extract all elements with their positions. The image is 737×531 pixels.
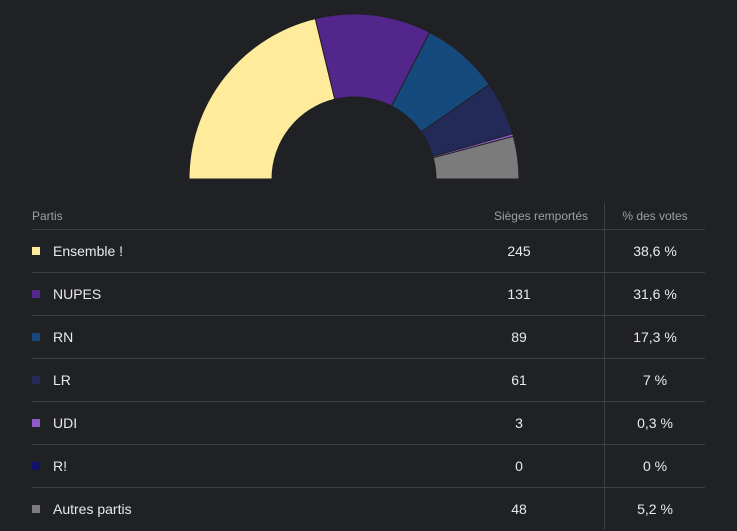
party-name: R! xyxy=(53,458,67,474)
votes-cell: 17,3 % xyxy=(604,315,705,359)
party-cell: R! xyxy=(32,444,434,488)
party-cell: UDI xyxy=(32,401,434,445)
seats-cell: 48 xyxy=(434,487,605,530)
votes-cell: 38,6 % xyxy=(604,229,705,273)
party-name: Ensemble ! xyxy=(53,243,124,259)
votes-cell: 5,2 % xyxy=(637,501,673,517)
slice-autres-partis xyxy=(432,135,520,180)
seats-cell: 61 xyxy=(434,358,605,402)
seats-cell: 89 xyxy=(434,315,605,359)
seats-cell: 131 xyxy=(434,272,605,316)
legend-swatch xyxy=(32,333,40,342)
party-name: LR xyxy=(53,372,71,388)
party-cell: RN xyxy=(32,315,434,359)
table-row: RN 89 17,3 % xyxy=(32,315,705,359)
legend-swatch xyxy=(32,505,40,514)
slice-ensemble xyxy=(188,18,336,180)
legend-swatch xyxy=(32,462,40,471)
party-name: RN xyxy=(53,329,74,345)
table-header: Partis Sièges remportés % des votes xyxy=(32,203,705,230)
party-cell: Ensemble ! xyxy=(32,229,434,273)
results-table: Partis Sièges remportés % des votes Ense… xyxy=(32,203,705,530)
party-cell: LR xyxy=(32,358,434,402)
votes-cell: 31,6 % xyxy=(604,272,705,316)
table-row: R! 0 0 % xyxy=(32,444,705,488)
votes-cell: 0 % xyxy=(604,444,705,488)
party-name: Autres partis xyxy=(53,501,132,517)
seats-cell: 0 xyxy=(434,444,605,488)
table-row: LR 61 7 % xyxy=(32,358,705,402)
table-row: Autres partis 48 5,2 % xyxy=(32,487,705,531)
party-name: UDI xyxy=(53,415,78,431)
table-row: UDI 3 0,3 % xyxy=(32,401,705,445)
votes-cell: 0,3 % xyxy=(604,401,705,445)
header-seats: Sièges remportés xyxy=(434,203,605,230)
party-name: NUPES xyxy=(53,286,102,302)
seats-cell: 3 xyxy=(434,401,605,445)
party-cell: NUPES xyxy=(32,272,434,316)
legend-swatch xyxy=(32,290,40,299)
header-votes: % des votes xyxy=(604,203,705,230)
legend-swatch xyxy=(32,419,40,428)
votes-cell: 7 % xyxy=(604,358,705,402)
header-party: Partis xyxy=(32,203,434,230)
legend-swatch xyxy=(32,247,40,256)
seats-cell: 245 xyxy=(434,229,605,273)
party-cell: Autres partis xyxy=(32,488,434,531)
table-row: NUPES 131 31,6 % xyxy=(32,272,705,316)
legend-swatch xyxy=(32,376,40,385)
table-row: Ensemble ! 245 38,6 % xyxy=(32,229,705,273)
seat-half-donut-chart xyxy=(188,13,520,180)
